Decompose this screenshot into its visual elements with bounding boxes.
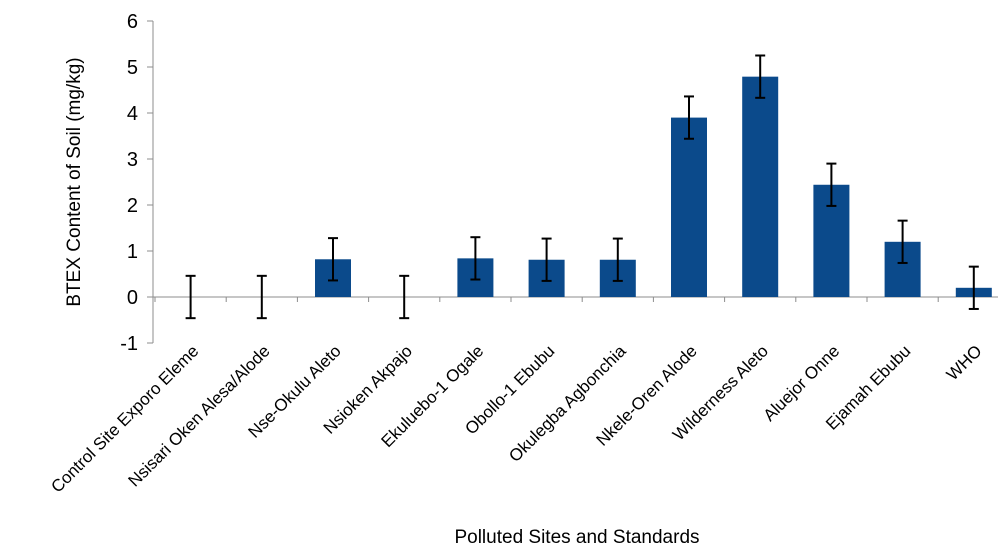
x-category-label: Okulegba Agbonchia xyxy=(505,341,630,466)
x-category-label: WHO xyxy=(943,341,986,384)
y-tick-label: 4 xyxy=(127,103,138,125)
x-category-label: Control Site Exporo Eleme xyxy=(47,341,202,496)
plot-area: -1 0 1 2 3 4 5 6 Control Site Exporo ElemeNsisar… xyxy=(47,11,998,496)
bar xyxy=(742,77,778,297)
x-category-label: Nsisari Oken Alesa/Alode xyxy=(125,341,274,490)
y-axis-title: BTEX Content of Soil (mg/kg) xyxy=(64,57,85,306)
y-tick-label: 2 xyxy=(127,195,138,217)
y-tick-label: 1 xyxy=(127,241,138,263)
y-tick-label: 6 xyxy=(127,11,138,33)
y-tick-label: 5 xyxy=(127,57,138,79)
y-tick-label: -1 xyxy=(120,333,138,355)
bar xyxy=(671,118,707,297)
x-axis-title: Polluted Sites and Standards xyxy=(454,527,699,548)
y-tick-label: 3 xyxy=(127,149,138,171)
y-tick-label: 0 xyxy=(127,287,138,309)
